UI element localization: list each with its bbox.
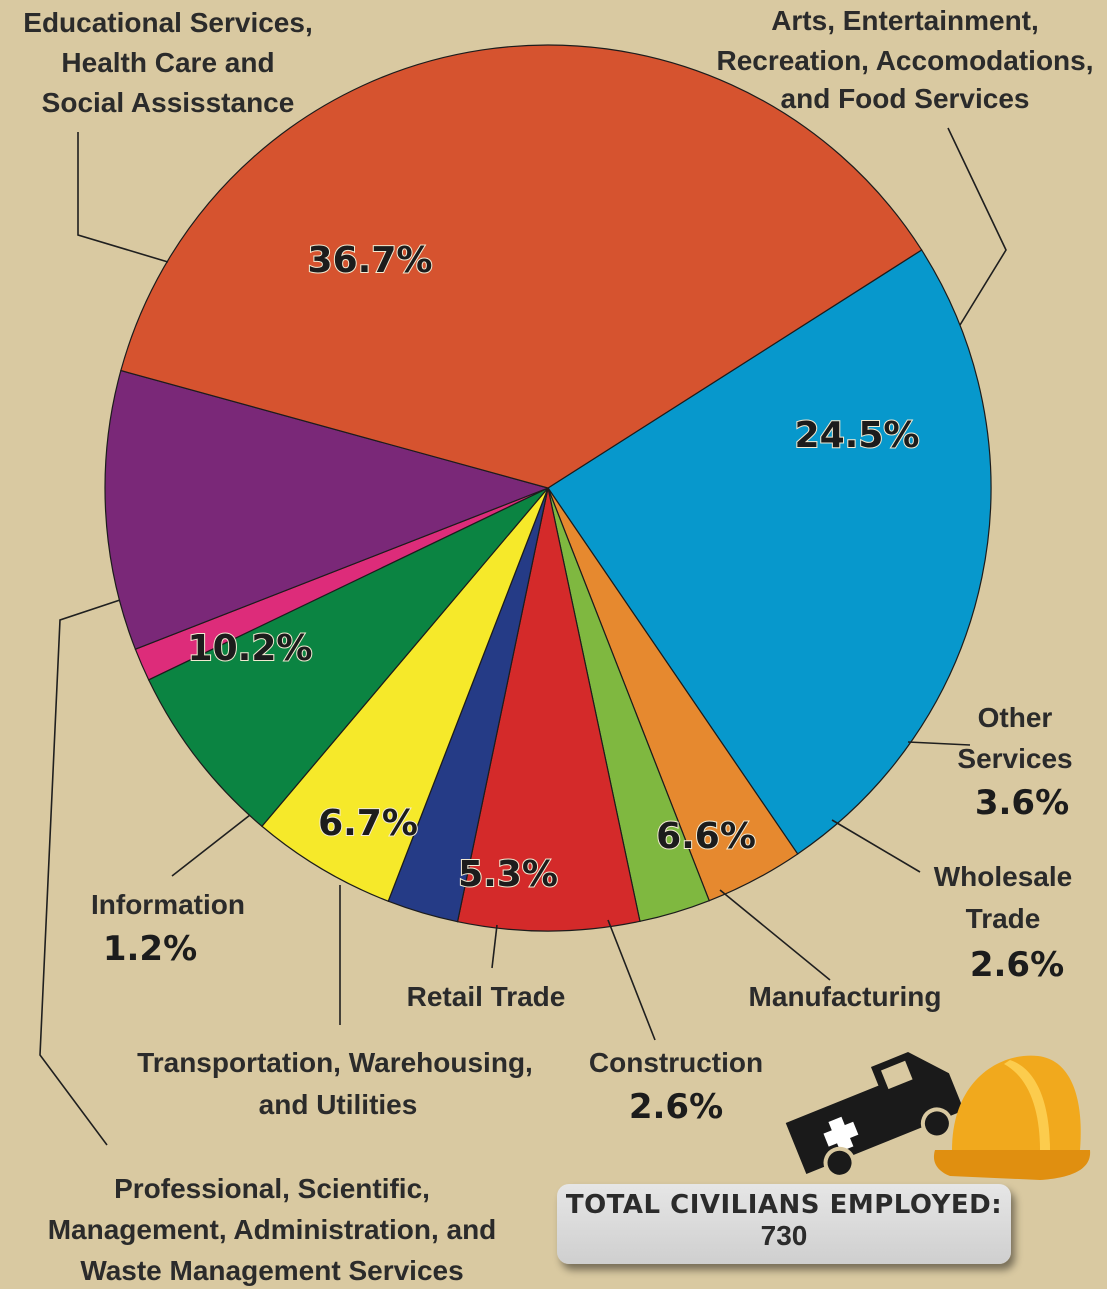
label-educational-3: Social Assisstance [42, 87, 295, 118]
leader-construction [607, 919, 656, 1041]
label-professional-2: Management, Administration, and [48, 1214, 497, 1245]
total-civilians-box: TOTAL CIVILIANS EMPLOYED: 730 [557, 1184, 1011, 1264]
leader-other [907, 741, 971, 746]
leader-professional [39, 599, 121, 1146]
pie-slice-3 [456, 487, 641, 932]
label-wholesale-1: Wholesale [934, 861, 1072, 892]
leader-retail [491, 924, 498, 969]
label-information: Information [91, 889, 245, 920]
pct-wholesale: 2.6% [970, 945, 1064, 985]
pct-professional: 10.2% [188, 628, 313, 669]
leader-wholesale [831, 819, 921, 873]
label-arts-2: Recreation, Accomodations, [716, 45, 1093, 76]
label-transportation-2: and Utilities [259, 1089, 418, 1120]
pie-slice-9 [120, 44, 923, 489]
category-labels: Educational Services, Health Care and So… [23, 5, 1093, 1286]
label-educational-1: Educational Services, [23, 7, 312, 38]
pie-slice-5 [261, 487, 549, 902]
total-civilians-value: 730 [760, 1220, 808, 1251]
pie-slice-0 [547, 249, 992, 855]
leader-information [171, 814, 251, 877]
leader-educational [77, 132, 169, 263]
leader-arts [947, 127, 1007, 326]
label-manufacturing: Manufacturing [749, 981, 942, 1012]
total-civilians-label: TOTAL CIVILIANS EMPLOYED: [565, 1190, 1003, 1220]
pct-information: 1.2% [103, 929, 197, 969]
label-wholesale-2: Trade [966, 903, 1041, 934]
pct-manufacturing: 6.6% [656, 816, 756, 857]
pct-transportation: 6.7% [318, 803, 418, 844]
label-arts-1: Arts, Entertainment, [771, 5, 1039, 36]
label-educational-2: Health Care and [61, 47, 274, 78]
pct-construction: 2.6% [629, 1087, 723, 1127]
pie-slice-8 [104, 369, 550, 650]
label-construction: Construction [589, 1047, 763, 1078]
label-arts-3: and Food Services [781, 83, 1030, 114]
pie-slices [104, 44, 992, 932]
label-other-1: Other [978, 702, 1053, 733]
pct-retail: 5.3% [458, 854, 558, 895]
label-retail: Retail Trade [407, 981, 566, 1012]
pct-educational: 36.7% [308, 240, 433, 281]
label-other-2: Services [957, 743, 1072, 774]
slice-percent-labels: 36.7% 24.5% 10.2% 6.7% 5.3% 6.6% [187, 239, 921, 896]
pct-arts: 24.5% [795, 415, 920, 456]
leader-manufacturing [719, 889, 831, 981]
pie-slice-6 [147, 487, 549, 828]
leader-lines [39, 127, 1007, 1146]
hard-hat-icon [933, 1055, 1091, 1180]
ambulance-icon [785, 1052, 964, 1179]
label-professional-3: Waste Management Services [80, 1255, 463, 1286]
label-transportation-1: Transportation, Warehousing, [137, 1047, 533, 1078]
label-professional-1: Professional, Scientific, [114, 1173, 430, 1204]
pct-other: 3.6% [975, 783, 1069, 823]
